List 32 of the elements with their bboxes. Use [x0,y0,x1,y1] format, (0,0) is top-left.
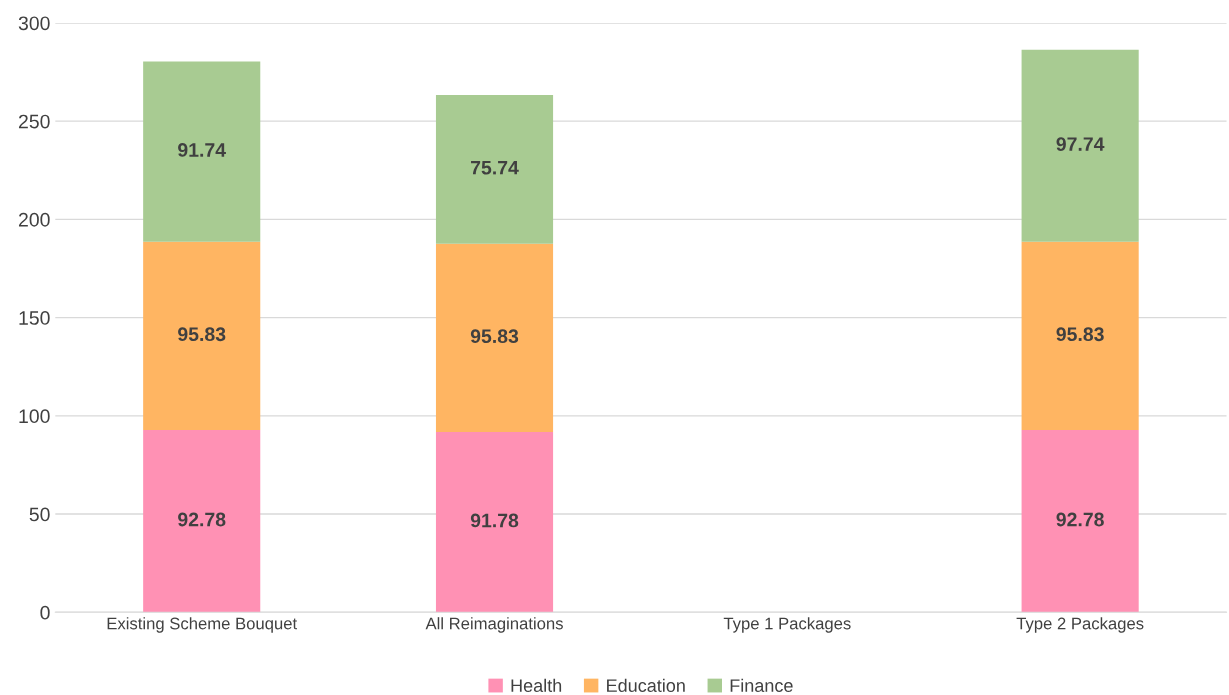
data-label: 91.78 [470,513,519,528]
y-tick-label: 100 [19,409,50,424]
x-tick-label: All Reimaginations [425,617,563,633]
bar [1021,241,1139,431]
x-tick-label: Existing Scheme Bouquet [107,617,298,633]
data-label: 92.78 [1056,512,1104,527]
legend-label: Health [511,678,562,692]
data-label: 95.83 [1056,327,1104,342]
y-tick-label: 0 [40,605,50,620]
data-label: 97.74 [1056,137,1105,151]
bar [143,241,261,431]
bar [435,94,554,244]
x-tick-label: Type 1 Packages [723,617,851,633]
y-tick-label: 150 [19,311,50,325]
data-label: 75.74 [471,160,519,175]
data-label: 91.74 [178,143,226,157]
bar [1021,430,1139,613]
y-tick-label: 50 [29,507,50,522]
bar [435,243,554,432]
legend-label: Education [607,678,685,692]
bar [1021,49,1139,242]
y-tick-label: 300 [18,16,50,31]
data-label: 95.83 [470,329,519,344]
bar [143,61,261,242]
data-label: 92.78 [178,512,226,527]
x-tick-label: Type 2 Packages [1016,617,1144,633]
y-tick-label: 200 [18,212,50,227]
data-label: 95.83 [178,327,226,342]
y-tick-label: 250 [18,114,50,129]
bar [435,431,554,613]
legend-label: Finance [730,678,793,692]
bar [143,430,261,613]
